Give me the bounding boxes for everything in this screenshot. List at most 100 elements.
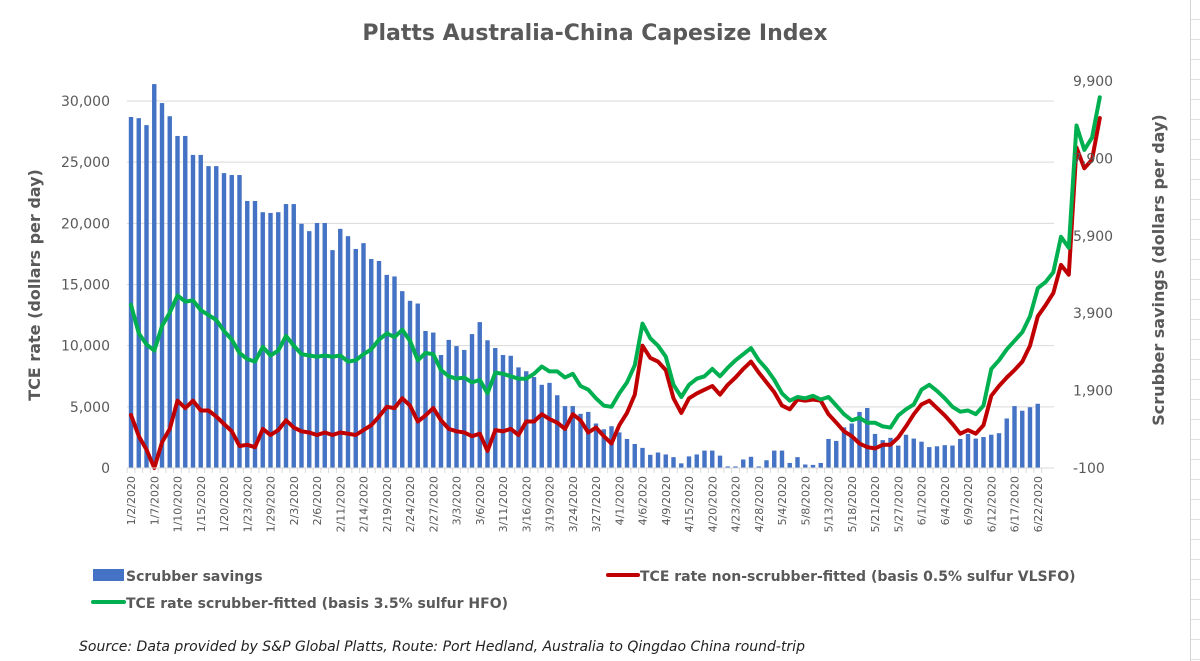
left-tick-label: 30,000 <box>61 94 110 110</box>
right-tick-label: 7,900 <box>1073 151 1113 167</box>
bar-scrubber-savings <box>190 154 196 469</box>
bar-scrubber-savings <box>252 200 258 468</box>
right-axis-ticks: -100 1,900 3,900 5,900 7,900 9,900 <box>1073 74 1113 477</box>
x-tick-label: 5/13/2020 <box>823 476 836 532</box>
bar-scrubber-savings <box>268 212 273 468</box>
bar-scrubber-savings <box>818 462 823 468</box>
bar-scrubber-savings <box>338 228 343 468</box>
bar-scrubber-savings <box>919 441 924 468</box>
x-tick-label: 4/9/2020 <box>660 476 673 525</box>
bar-scrubber-savings <box>136 118 141 468</box>
bar-scrubber-savings <box>826 438 831 468</box>
bar-scrubber-savings <box>593 423 599 468</box>
bar-scrubber-savings <box>493 348 498 468</box>
right-tick-label: 5,900 <box>1073 229 1113 245</box>
bar-scrubber-savings <box>152 84 157 468</box>
x-tick-label: 4/15/2020 <box>683 476 696 532</box>
x-tick-label: 3/6/2020 <box>474 476 487 525</box>
x-tick-label: 6/12/2020 <box>985 476 998 532</box>
bar-scrubber-savings <box>810 464 816 468</box>
chart-title: Platts Australia-China Capesize Index <box>362 21 827 46</box>
bar-scrubber-savings <box>438 354 444 468</box>
x-tick-label: 3/19/2020 <box>544 476 557 532</box>
bar-scrubber-savings <box>431 332 436 468</box>
x-tick-label: 5/4/2020 <box>776 476 789 525</box>
x-tick-label: 2/6/2020 <box>311 476 324 525</box>
bar-scrubber-savings <box>958 438 963 468</box>
bar-scrubber-savings <box>229 175 234 468</box>
bar-scrubber-savings <box>175 135 180 469</box>
x-tick-label: 5/21/2020 <box>869 476 882 532</box>
bar-scrubber-savings <box>973 438 978 468</box>
x-tick-label: 1/23/2020 <box>241 476 254 532</box>
bar-scrubber-savings <box>392 276 397 468</box>
bar-scrubber-savings <box>322 223 327 468</box>
bar-scrubber-savings <box>1035 403 1040 468</box>
bar-scrubber-savings <box>694 454 699 468</box>
bar-scrubber-savings <box>454 346 459 468</box>
x-tick-label: 6/17/2020 <box>1009 476 1022 532</box>
bar-scrubber-savings <box>516 367 521 468</box>
bar-scrubber-savings <box>237 175 242 468</box>
bar-scrubber-savings <box>849 423 854 468</box>
bar-scrubber-savings <box>423 331 428 468</box>
bar-scrubber-savings <box>384 274 389 468</box>
x-tick-label: 1/2/2020 <box>125 476 138 525</box>
bar-scrubber-savings <box>609 426 614 468</box>
bar-scrubber-savings <box>725 466 730 468</box>
bar-scrubber-savings <box>632 444 637 468</box>
bar-scrubber-savings <box>508 355 513 468</box>
x-tick-label: 3/11/2020 <box>497 476 510 532</box>
x-tick-label: 2/27/2020 <box>427 476 440 532</box>
bar-scrubber-savings <box>934 446 940 468</box>
bar-scrubber-savings <box>702 450 707 468</box>
bar-scrubber-savings <box>260 212 265 468</box>
legend-label-scrubber-fitted: TCE rate scrubber-fitted (basis 3.5% sul… <box>126 596 508 612</box>
bar-scrubber-savings <box>834 440 839 468</box>
bar-scrubber-savings <box>601 429 606 468</box>
bar-scrubber-savings <box>1027 407 1033 468</box>
bar-scrubber-savings <box>586 411 591 468</box>
bar-scrubber-savings <box>686 456 692 468</box>
bar-scrubber-savings <box>872 433 878 468</box>
x-tick-label: 6/4/2020 <box>939 476 952 525</box>
bar-scrubber-savings <box>415 303 420 468</box>
bar-scrubber-savings <box>679 463 684 468</box>
bar-scrubber-savings <box>485 340 490 468</box>
legend-label-scrubber-savings: Scrubber savings <box>126 569 263 585</box>
bar-scrubber-savings <box>857 411 862 468</box>
left-tick-label: 0 <box>101 461 110 477</box>
line-series <box>129 95 1102 470</box>
bar-scrubber-savings <box>128 116 134 468</box>
x-tick-label: 3/16/2020 <box>520 476 533 532</box>
bar-scrubber-savings <box>299 223 304 468</box>
bar-scrubber-savings <box>578 413 583 468</box>
bar-scrubber-savings <box>717 455 723 468</box>
bar-scrubber-savings <box>291 204 296 469</box>
x-tick-label: 1/15/2020 <box>195 476 208 532</box>
bar-scrubber-savings <box>841 427 847 468</box>
bar-scrubber-savings <box>942 445 947 468</box>
bar-scrubber-savings <box>369 259 374 468</box>
bar-scrubber-savings <box>764 460 769 468</box>
x-tick-label: 4/1/2020 <box>613 476 626 525</box>
bar-scrubber-savings <box>376 260 382 468</box>
spreadsheet-gridlines <box>1190 0 1200 661</box>
x-tick-label: 3/24/2020 <box>567 476 580 532</box>
bar-scrubber-savings <box>276 212 281 468</box>
bar-scrubber-savings <box>314 223 320 468</box>
bar-scrubber-savings <box>896 445 901 468</box>
bar-scrubber-savings <box>903 434 909 468</box>
bar-scrubber-savings <box>640 447 645 468</box>
x-tick-label: 6/9/2020 <box>962 476 975 525</box>
line-tce-non-scrubber <box>129 116 1102 470</box>
bar-scrubber-savings <box>345 236 351 468</box>
bar-scrubber-savings <box>245 200 250 468</box>
bar-scrubber-savings <box>989 434 994 468</box>
bar-scrubber-savings <box>981 437 986 468</box>
bar-scrubber-savings <box>477 322 482 468</box>
x-axis: 1/2/2020 1/7/2020 1/10/2020 1/15/2020 1/20/2… <box>125 467 1054 532</box>
bar-scrubber-savings <box>965 433 971 468</box>
bar-scrubber-savings <box>710 450 715 468</box>
right-tick-label: -100 <box>1073 461 1105 477</box>
